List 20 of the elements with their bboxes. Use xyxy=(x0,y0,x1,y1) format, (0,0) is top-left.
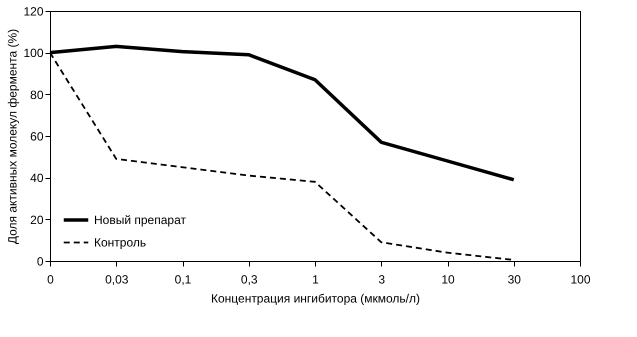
y-tick-label: 80 xyxy=(30,88,44,102)
x-tick-label: 1 xyxy=(312,272,320,286)
x-axis-title: Концентрация ингибитора (мкмоль/л) xyxy=(210,292,420,306)
y-tick-label: 60 xyxy=(30,130,44,144)
x-tick-label: 0,3 xyxy=(240,272,258,286)
x-tick-label: 100 xyxy=(570,272,591,286)
x-tick-label: 0 xyxy=(47,272,54,286)
y-tick-label: 120 xyxy=(23,4,44,18)
x-tick-label: 30 xyxy=(508,272,522,286)
y-tick-label: 20 xyxy=(30,212,44,227)
y-axis-title: Доля активных молекул фермента (%) xyxy=(5,28,20,244)
legend-label: Новый препарат xyxy=(94,213,186,227)
legend-label: Контроль xyxy=(94,236,146,250)
y-tick-label: 100 xyxy=(23,46,44,60)
x-tick-label: 10 xyxy=(441,272,455,286)
y-tick-label: 0 xyxy=(36,254,44,268)
x-tick-label: 0,1 xyxy=(174,272,192,286)
x-tick-label: 3 xyxy=(378,272,386,286)
y-tick-label: 40 xyxy=(30,171,44,186)
x-tick-label: 0,03 xyxy=(105,272,129,286)
